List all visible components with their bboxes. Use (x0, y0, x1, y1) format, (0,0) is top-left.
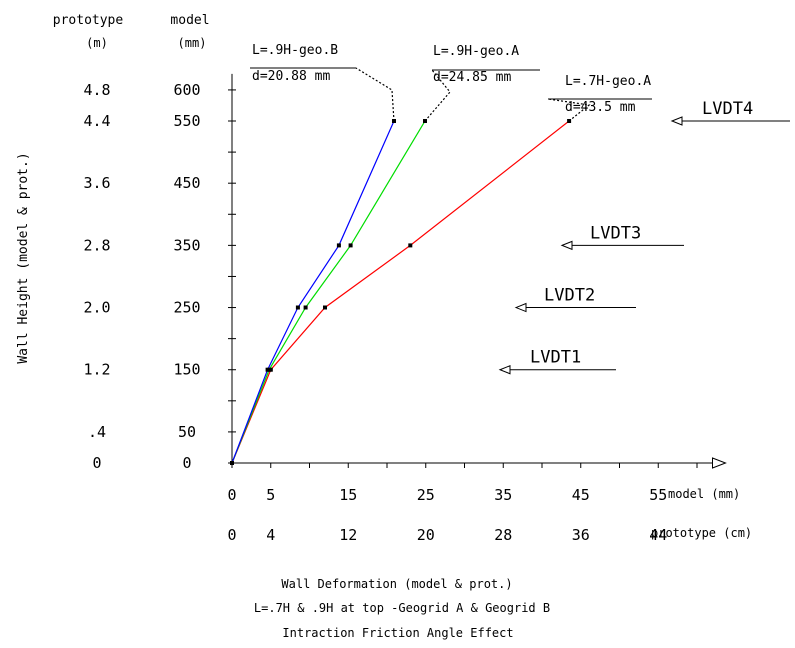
ticks-group: 0050.41501.22502.03502.84503.65504.46004… (83, 81, 698, 544)
y-tick-label-model: 0 (182, 454, 191, 472)
y-tick-label-prototype: 0 (92, 454, 101, 472)
lvdt-arrowhead (670, 116, 683, 126)
y-tick-label-prototype: 4.4 (83, 112, 110, 130)
data-point (323, 305, 327, 310)
model-unit: (mm) (178, 36, 207, 50)
lvdt-arrowhead (514, 302, 527, 313)
y-tick-label-prototype: 1.2 (83, 361, 110, 379)
lvdt-label: LVDT2 (544, 286, 595, 306)
chart-title-line-1: Wall Deformation (model & prot.) (281, 577, 512, 591)
series-label: L=.9H-geo.A (433, 44, 519, 59)
x-tick-label-prototype: 12 (339, 526, 357, 544)
data-point (230, 461, 234, 465)
lvdt-arrowhead (560, 240, 573, 251)
y-tick-label-prototype: 2.8 (83, 236, 110, 254)
series-group (230, 119, 572, 465)
series-leader-line (547, 98, 591, 122)
lvdt-arrowhead (498, 364, 511, 375)
series-line (231, 120, 426, 464)
data-point (295, 305, 300, 310)
axes-group (231, 73, 727, 469)
data-point (567, 119, 572, 123)
y-tick-label-model: 550 (173, 112, 200, 130)
y-tick-label-prototype: .4 (88, 423, 106, 441)
x-tick-label-model: 45 (572, 486, 590, 504)
x-tick-label-model: 15 (339, 486, 357, 504)
series-line (231, 120, 395, 464)
series-leader-line (355, 67, 395, 122)
y-tick-label-model: 600 (173, 81, 200, 99)
x-tick-label-prototype: 20 (417, 526, 435, 544)
data-point (408, 243, 413, 248)
y-tick-label-prototype: 3.6 (83, 174, 110, 192)
series-leader-line (424, 69, 451, 122)
y-tick-label-model: 450 (173, 174, 200, 192)
data-point (303, 305, 308, 310)
annotations-group: L=.9H-geo.B d=20.88 mm L=.9H-geo.A d=24.85 … (250, 43, 652, 122)
x-axis-arrowhead (712, 457, 727, 469)
y-tick-label-prototype: 4.8 (83, 81, 110, 99)
series-annotation: d=43.5 mm (565, 100, 636, 115)
y-tick-label-model: 50 (178, 423, 196, 441)
data-point (336, 243, 341, 248)
x-unit-model: model (mm) (668, 487, 740, 501)
series-line (231, 120, 570, 464)
series-annotation: d=20.88 mm (252, 69, 330, 84)
chart-title-line-2: L=.7H & .9H at top -Geogrid A & Geogrid … (254, 601, 550, 615)
lvdt-group: LVDT4 LVDT3 LVDT2 LVDT1 (498, 99, 790, 375)
x-unit-prototype: prototype (cm) (651, 526, 752, 540)
x-tick-label-model: 0 (227, 486, 236, 504)
lvdt-label: LVDT4 (702, 99, 753, 119)
prototype-header: prototype (53, 13, 124, 28)
prototype-unit: (m) (86, 36, 108, 50)
x-tick-label-model: 25 (417, 486, 435, 504)
x-tick-label-prototype: 4 (266, 526, 275, 544)
data-point (348, 243, 353, 248)
x-tick-label-prototype: 28 (494, 526, 512, 544)
chart-title-line-3: Intraction Friction Angle Effect (282, 626, 513, 640)
series-label: L=.7H-geo.A (565, 74, 651, 89)
y-tick-label-model: 350 (173, 236, 200, 254)
series-annotation: d=24.85 mm (433, 70, 511, 85)
model-header: model (170, 13, 209, 28)
data-point (265, 367, 270, 372)
x-tick-label-prototype: 36 (572, 526, 590, 544)
x-tick-label-model: 5 (266, 486, 275, 504)
x-tick-label-prototype: 0 (227, 526, 236, 544)
y-tick-label-prototype: 2.0 (83, 299, 110, 317)
lvdt-label: LVDT1 (530, 348, 581, 368)
y-tick-label-model: 250 (173, 299, 200, 317)
x-tick-label-model: 35 (494, 486, 512, 504)
x-tick-label-prototype: 44 (649, 526, 667, 544)
y-tick-label-model: 150 (173, 361, 200, 379)
y-axis-title: Wall Height (model & prot.) (16, 152, 31, 363)
series-label: L=.9H-geo.B (252, 43, 338, 58)
x-tick-label-model: 55 (649, 486, 667, 504)
lvdt-label: LVDT3 (590, 223, 641, 243)
